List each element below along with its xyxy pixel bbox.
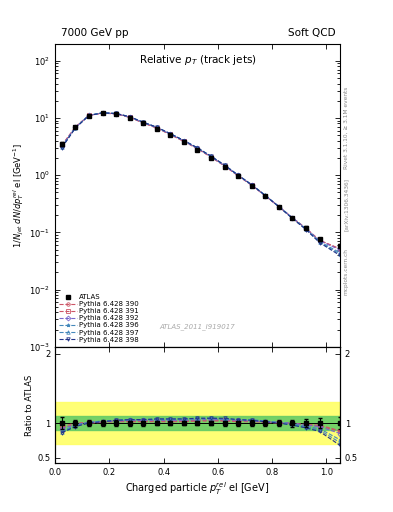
Bar xyxy=(55,402,340,444)
X-axis label: Charged particle $p_T^{rel}$ el [GeV]: Charged particle $p_T^{rel}$ el [GeV] xyxy=(125,480,270,497)
Bar xyxy=(55,416,340,430)
Text: Rivet 3.1.10, ≥ 3.1M events: Rivet 3.1.10, ≥ 3.1M events xyxy=(344,87,349,169)
Text: 7000 GeV pp: 7000 GeV pp xyxy=(61,28,129,38)
Text: ATLAS_2011_I919017: ATLAS_2011_I919017 xyxy=(160,323,235,330)
Y-axis label: Ratio to ATLAS: Ratio to ATLAS xyxy=(25,374,34,436)
Text: Relative $p_T$ (track jets): Relative $p_T$ (track jets) xyxy=(139,53,256,67)
Text: Soft QCD: Soft QCD xyxy=(288,28,336,38)
Text: [arXiv:1306.3436]: [arXiv:1306.3436] xyxy=(344,178,349,231)
Y-axis label: $1/N_{jet}$ $dN/dp_T^{rel}$ el [GeV$^{-1}$]: $1/N_{jet}$ $dN/dp_T^{rel}$ el [GeV$^{-1… xyxy=(12,142,26,248)
Legend: ATLAS, Pythia 6.428 390, Pythia 6.428 391, Pythia 6.428 392, Pythia 6.428 396, P: ATLAS, Pythia 6.428 390, Pythia 6.428 39… xyxy=(59,293,140,343)
Text: mcplots.cern.ch: mcplots.cern.ch xyxy=(344,248,349,295)
